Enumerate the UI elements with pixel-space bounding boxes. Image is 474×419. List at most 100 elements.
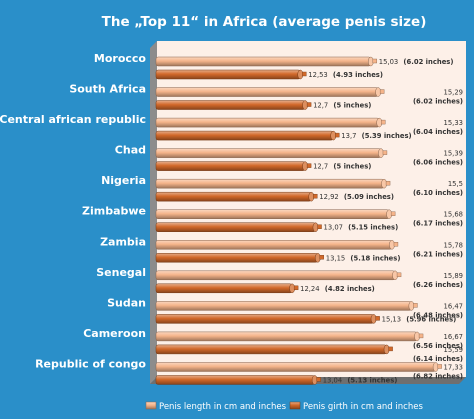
data-label: 15,03 (6.02 inches) bbox=[379, 58, 454, 66]
category-label: Zimbabwe bbox=[82, 205, 146, 218]
data-label-marker bbox=[388, 346, 393, 352]
category-label: Zambia bbox=[100, 235, 146, 248]
data-label-marker bbox=[293, 285, 299, 291]
category-label: Morocco bbox=[94, 52, 147, 65]
chart-title: The „Top 11“ in Africa (average penis si… bbox=[102, 14, 427, 30]
data-label: 13,07 (5.15 inches) bbox=[324, 224, 399, 232]
data-label: 13,15 (5.18 inches) bbox=[326, 254, 401, 262]
data-label: 12,92 (5.09 inches) bbox=[319, 193, 394, 201]
bar-length bbox=[155, 178, 385, 189]
bar-length bbox=[155, 362, 436, 372]
legend-label: Penis girth in cm and inches bbox=[303, 402, 423, 412]
bar-girth bbox=[155, 161, 306, 171]
bar-length bbox=[155, 148, 382, 158]
data-label-inches: (6.82 inches) bbox=[413, 372, 463, 380]
category-label: Central african republic bbox=[0, 113, 146, 126]
data-label-marker bbox=[302, 71, 307, 77]
data-label-marker bbox=[393, 242, 399, 247]
bar-girth bbox=[155, 222, 316, 232]
category-label: Nigeria bbox=[101, 174, 146, 187]
data-label: 16,47 bbox=[444, 302, 463, 310]
data-label-inches: (6.04 inches) bbox=[413, 128, 463, 136]
plot-side-wall bbox=[150, 41, 157, 384]
bar-girth bbox=[155, 344, 387, 355]
data-label-inches: (6.10 inches) bbox=[413, 189, 463, 197]
data-label-marker bbox=[437, 364, 442, 369]
category-label: Senegal bbox=[96, 266, 146, 279]
data-label-marker bbox=[418, 333, 424, 339]
category-label: Cameroon bbox=[83, 327, 146, 340]
data-label: 17,33 bbox=[444, 363, 463, 371]
data-label-marker bbox=[306, 163, 312, 168]
data-label: 15,68 bbox=[444, 211, 463, 219]
category-label: Chad bbox=[115, 144, 146, 157]
bar-girth bbox=[155, 375, 315, 385]
bar-length bbox=[155, 331, 418, 342]
data-label-marker bbox=[317, 224, 322, 229]
data-label-marker bbox=[413, 303, 418, 308]
data-label-marker bbox=[385, 180, 391, 186]
data-label: 15,78 bbox=[444, 241, 463, 249]
data-label: 12,7 (5 inches) bbox=[313, 102, 371, 110]
bar-length bbox=[155, 240, 393, 250]
data-label: 15,39 bbox=[444, 150, 463, 158]
data-label-inches: (6.26 inches) bbox=[413, 281, 463, 289]
data-label-marker bbox=[316, 377, 321, 382]
bar-girth bbox=[155, 314, 374, 324]
data-label-inches: (6.06 inches) bbox=[413, 159, 463, 167]
data-label-marker bbox=[381, 119, 386, 125]
data-label-inches: (6.02 inches) bbox=[413, 98, 463, 106]
data-label: 15,13 (5.96 inches) bbox=[382, 315, 457, 323]
bar-girth bbox=[155, 283, 293, 294]
data-label-marker bbox=[335, 132, 340, 138]
data-label-marker bbox=[306, 102, 312, 107]
bar-girth bbox=[155, 100, 306, 110]
bar-girth bbox=[155, 130, 334, 141]
category-label: Sudan bbox=[107, 296, 146, 309]
data-label-marker bbox=[396, 272, 402, 278]
data-label-inches: (6.48 inches) bbox=[413, 311, 463, 319]
data-label-marker bbox=[379, 89, 385, 94]
data-label: 16,67 bbox=[444, 333, 463, 341]
bar-girth bbox=[155, 253, 319, 263]
data-label: 12,53 (4.93 inches) bbox=[308, 71, 383, 79]
bar-length bbox=[155, 56, 372, 67]
category-labels: Morocco South Africa Central african repub… bbox=[0, 52, 146, 370]
bar-length bbox=[155, 87, 379, 97]
data-label-inches: (6.17 inches) bbox=[413, 220, 463, 228]
bar-length bbox=[155, 209, 390, 219]
data-label-marker bbox=[382, 150, 388, 155]
category-label: Republic of congo bbox=[35, 357, 146, 370]
bar-length bbox=[155, 117, 380, 128]
data-label: 15,89 bbox=[444, 272, 463, 280]
data-label-marker bbox=[372, 58, 378, 64]
data-label-inches: (6.56 inches) bbox=[413, 342, 463, 350]
data-label-marker bbox=[390, 211, 396, 216]
data-label: 15,59 bbox=[444, 346, 463, 354]
category-label: South Africa bbox=[69, 83, 146, 96]
data-label: 13,7 (5.39 inches) bbox=[341, 132, 411, 140]
legend-swatch bbox=[145, 401, 157, 410]
bar-girth bbox=[155, 69, 301, 80]
data-label-marker bbox=[313, 193, 318, 199]
legend: Penis length in cm and inches Penis girth… bbox=[145, 401, 423, 412]
bar-length bbox=[155, 301, 412, 311]
data-label: 15,5 bbox=[448, 180, 463, 188]
legend-label: Penis length in cm and inches bbox=[159, 402, 287, 412]
data-label: 13,04 (5.13 inches) bbox=[323, 376, 398, 384]
data-label-marker bbox=[319, 255, 324, 260]
bar-girth bbox=[155, 191, 312, 202]
data-label: 12,24 (4.82 inches) bbox=[300, 285, 375, 293]
data-label: 15,29 bbox=[444, 89, 463, 97]
data-label-inches: (6.14 inches) bbox=[413, 355, 463, 363]
bar-length bbox=[155, 270, 396, 281]
data-label: 15,33 bbox=[444, 119, 463, 127]
bars bbox=[155, 56, 439, 385]
data-label: 12,7 (5 inches) bbox=[313, 163, 371, 171]
legend-swatch bbox=[289, 401, 301, 410]
data-label-marker bbox=[375, 316, 380, 321]
data-label-inches: (6.21 inches) bbox=[413, 250, 463, 258]
data-labels: 15,03 (6.02 inches) 12,53 (4.93 inches) 15… bbox=[293, 58, 463, 384]
